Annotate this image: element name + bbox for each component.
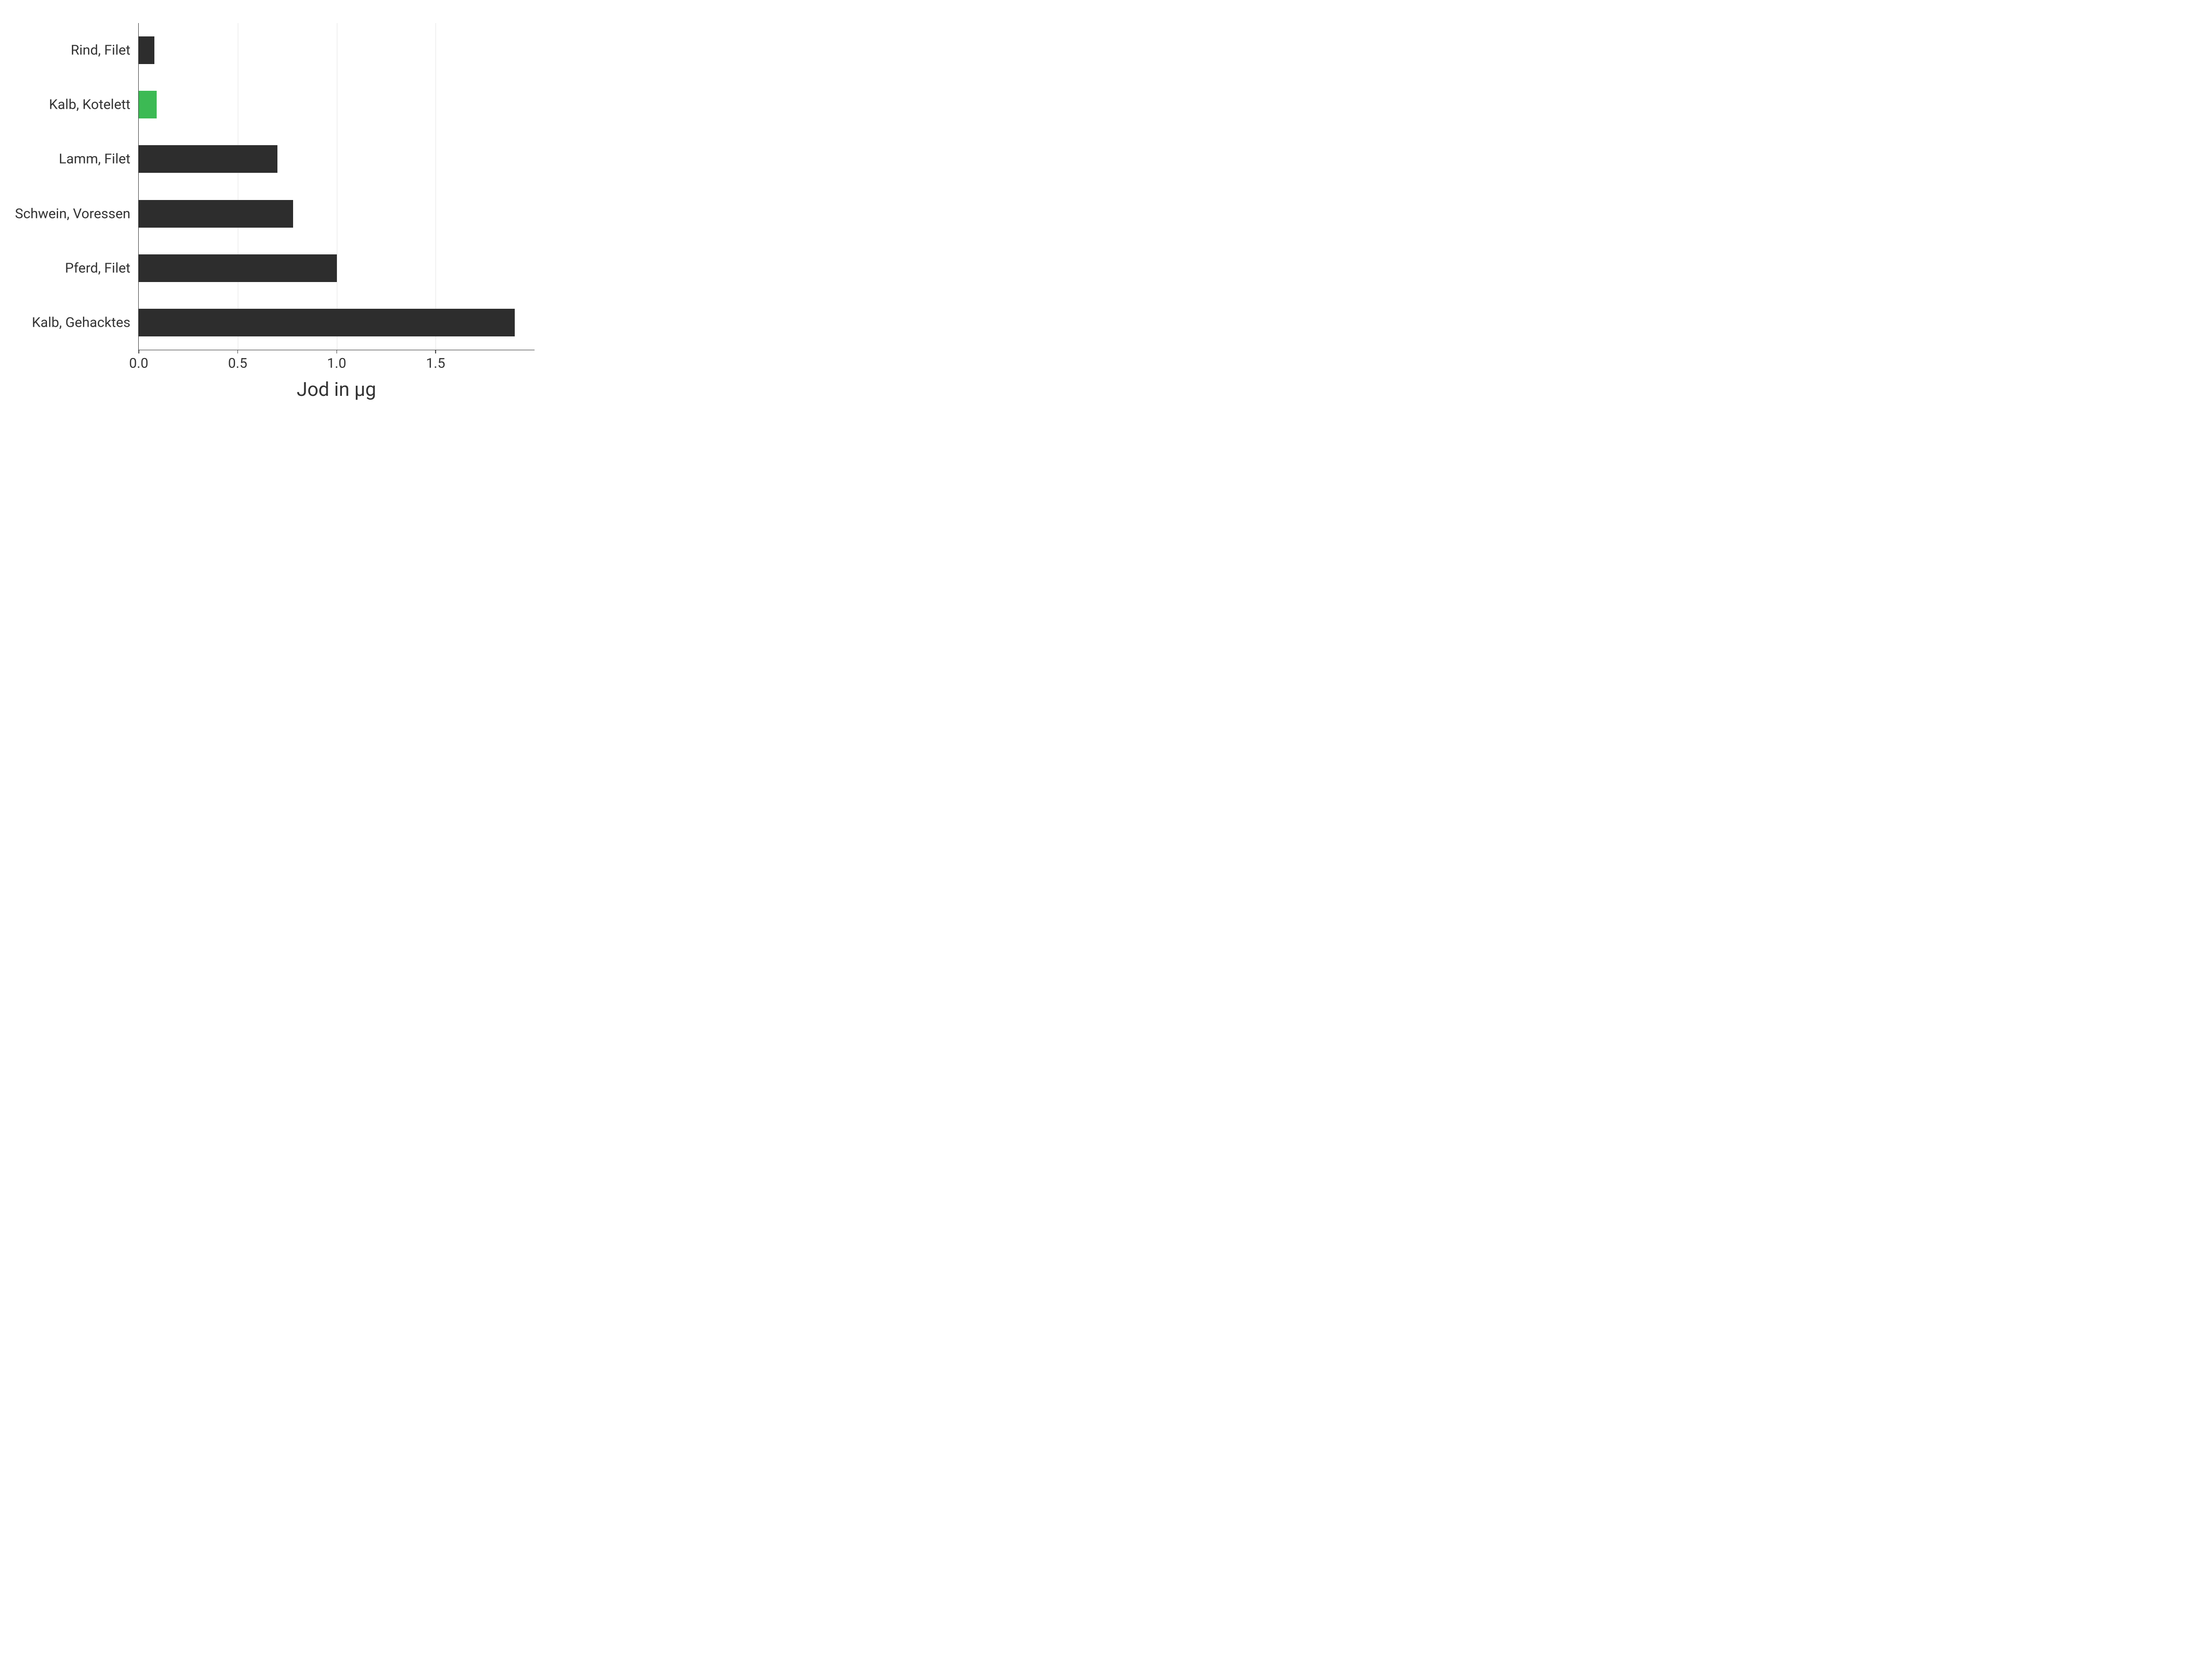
x-tick-label: 1.0	[327, 355, 347, 371]
y-axis-label: Rind, Filet	[71, 42, 130, 59]
x-tick-mark	[237, 350, 238, 353]
bar	[139, 91, 157, 118]
x-tick-label: 1.5	[426, 355, 445, 371]
x-tick-mark	[435, 350, 436, 353]
x-tick-mark	[138, 350, 139, 353]
plot-area: 0.00.51.01.5Rind, FiletKalb, KotelettLam…	[138, 23, 535, 350]
y-axis-label: Pferd, Filet	[65, 260, 130, 276]
y-axis-label: Kalb, Kotelett	[49, 97, 130, 113]
bar	[139, 36, 154, 64]
x-axis-title: Jod in µg	[138, 378, 535, 401]
chart-container: 0.0 0.5 1.0 1.5 Rind, Filet Kalb, Kotelett Lam…	[0, 0, 553, 415]
bar	[139, 200, 293, 228]
x-tick-label: 0.5	[228, 355, 247, 371]
y-axis-label: Schwein, Voressen	[15, 206, 130, 222]
bar	[139, 254, 337, 282]
y-axis-label: Lamm, Filet	[59, 151, 130, 167]
grid-line	[435, 23, 436, 350]
bar	[139, 309, 515, 336]
bar	[139, 145, 277, 173]
y-axis-label: Kalb, Gehacktes	[32, 314, 130, 330]
x-tick-label: 0.0	[129, 355, 148, 371]
x-tick-mark	[336, 350, 337, 353]
